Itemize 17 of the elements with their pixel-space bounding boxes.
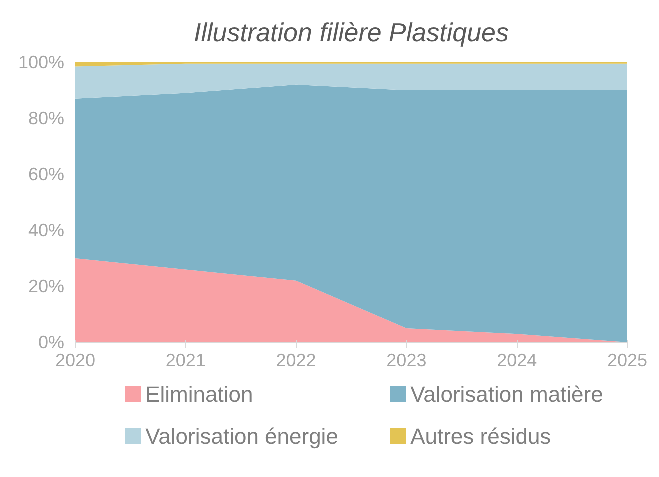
- y-tick-label: 80%: [28, 108, 65, 128]
- x-tick-label: 2020: [55, 350, 96, 370]
- y-tick-label: 0%: [38, 332, 64, 352]
- x-tick-label: 2021: [166, 350, 206, 370]
- chart-title: Illustration filière Plastiques: [194, 18, 510, 48]
- x-tick-label: 2023: [386, 350, 427, 370]
- legend-label: Valorisation énergie: [146, 424, 338, 449]
- y-tick-label: 20%: [28, 276, 65, 296]
- y-tick-label: 100%: [18, 52, 65, 72]
- y-tick-label: 60%: [28, 164, 65, 184]
- x-tick-label: 2022: [276, 350, 316, 370]
- x-tick-label: 2024: [497, 350, 538, 370]
- x-tick-label: 2025: [607, 350, 648, 370]
- legend-label: Valorisation matière: [410, 382, 604, 407]
- legend-label: Elimination: [146, 382, 254, 407]
- legend-label: Autres résidus: [410, 424, 552, 449]
- y-tick-label: 40%: [28, 220, 65, 240]
